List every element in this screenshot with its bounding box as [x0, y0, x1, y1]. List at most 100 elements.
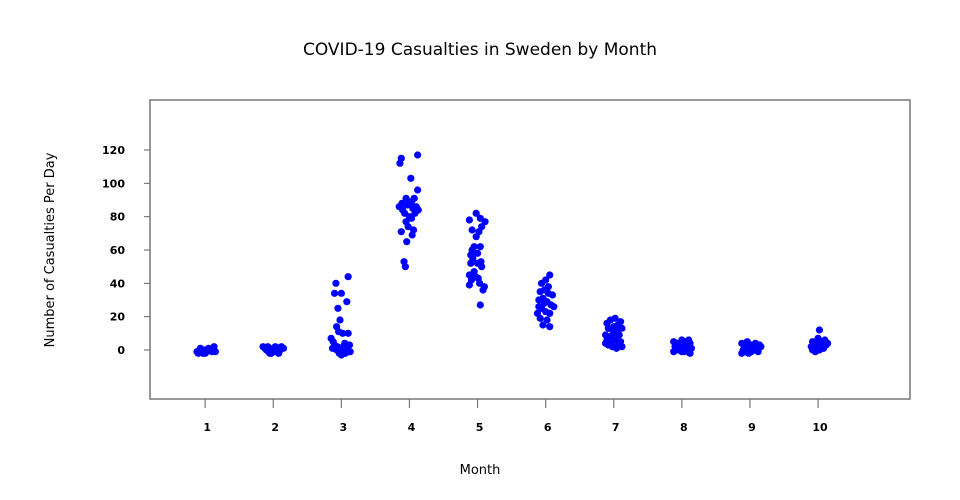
series-month-9	[738, 338, 765, 357]
y-tick-label: 40	[110, 277, 126, 290]
x-tick-label: 5	[476, 421, 484, 434]
data-point	[401, 263, 409, 271]
data-point	[612, 344, 621, 352]
data-point	[819, 344, 828, 352]
data-point	[201, 349, 209, 357]
data-point	[403, 238, 411, 246]
data-point	[398, 199, 406, 207]
data-point	[330, 289, 339, 297]
data-point	[601, 339, 610, 347]
data-point	[546, 309, 554, 317]
data-point	[408, 231, 416, 239]
data-point	[344, 273, 352, 281]
data-point	[476, 301, 484, 309]
data-points	[193, 151, 832, 359]
data-point	[274, 344, 282, 352]
y-tick-label: 20	[110, 311, 126, 324]
data-point	[546, 271, 554, 279]
y-tick-label: 100	[102, 177, 125, 190]
data-point	[747, 348, 755, 356]
data-point	[407, 214, 416, 222]
data-point	[685, 336, 693, 344]
data-point	[611, 314, 619, 322]
data-point	[341, 349, 350, 357]
data-point	[616, 318, 625, 326]
x-axis: 1 2 3 4 5 6 7 8 9 10	[203, 399, 828, 434]
data-point	[339, 329, 347, 337]
data-point	[403, 201, 412, 209]
series-month-2	[259, 343, 288, 357]
data-point	[344, 329, 352, 337]
series-month-4	[395, 151, 422, 271]
y-tick-label: 60	[110, 244, 126, 257]
data-point	[465, 216, 473, 224]
series-month-6	[533, 271, 558, 331]
x-tick-label: 1	[203, 421, 211, 434]
data-point	[404, 223, 412, 231]
data-point	[548, 291, 557, 299]
data-point	[472, 209, 480, 217]
data-point	[738, 349, 746, 357]
data-point	[615, 331, 623, 339]
data-point	[337, 289, 345, 297]
x-tick-label: 2	[271, 421, 279, 434]
y-tick-label: 80	[110, 211, 126, 224]
data-point	[680, 348, 689, 356]
y-axis-label: Number of Casualties Per Day	[43, 152, 58, 347]
data-point	[470, 243, 478, 251]
y-tick-label: 0	[117, 344, 125, 357]
plot-frame	[149, 99, 911, 400]
data-point	[407, 174, 415, 182]
data-point	[537, 279, 546, 287]
data-point	[539, 321, 547, 329]
x-tick-label: 8	[680, 421, 688, 434]
data-point	[536, 314, 544, 322]
data-point	[465, 281, 473, 289]
x-tick-label: 7	[612, 421, 620, 434]
series-month-5	[465, 209, 489, 309]
data-point	[396, 159, 404, 167]
data-point	[196, 344, 204, 352]
data-point	[757, 343, 765, 351]
chart-title: COVID-19 Casualties in Sweden by Month	[303, 40, 657, 60]
data-point	[279, 344, 288, 352]
data-point	[546, 323, 554, 331]
data-point	[414, 186, 422, 194]
x-axis-label: Month	[460, 463, 501, 478]
series-month-1	[193, 343, 219, 357]
y-axis: 0 20 40 60 80 100 120	[102, 144, 150, 357]
data-point	[336, 316, 344, 324]
data-point	[267, 349, 275, 357]
data-point	[618, 343, 626, 351]
x-tick-label: 6	[544, 421, 552, 434]
x-tick-label: 9	[748, 421, 756, 434]
data-point	[543, 316, 551, 324]
data-point	[740, 341, 749, 349]
data-point	[809, 346, 817, 354]
series-month-8	[670, 336, 695, 357]
data-point	[544, 283, 552, 291]
data-point	[473, 249, 482, 257]
data-point	[472, 233, 480, 241]
series-month-7	[601, 314, 626, 352]
data-point	[686, 349, 694, 357]
data-point	[618, 324, 626, 332]
x-tick-label: 3	[340, 421, 348, 434]
series-month-10	[807, 326, 832, 356]
data-point	[550, 303, 558, 311]
x-tick-label: 4	[408, 421, 416, 434]
data-point	[610, 323, 618, 331]
data-point	[334, 304, 342, 312]
data-point	[402, 194, 410, 202]
data-point	[476, 243, 484, 251]
data-point	[540, 299, 548, 307]
data-point	[410, 194, 418, 202]
data-point	[264, 343, 272, 351]
data-point	[480, 283, 488, 291]
data-point	[672, 341, 681, 349]
y-tick-label: 120	[102, 144, 125, 157]
data-point	[414, 151, 422, 159]
x-tick-label: 10	[812, 421, 828, 434]
data-point	[343, 298, 351, 306]
